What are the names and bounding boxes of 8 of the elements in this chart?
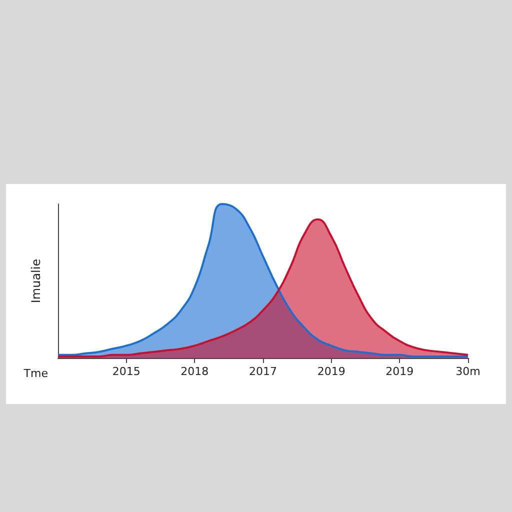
x-tick-label: 2015	[112, 365, 140, 378]
x-tick-label: 30m	[456, 365, 480, 378]
x-tick-label: 2019	[317, 365, 346, 378]
x-tick-label: 2019	[386, 365, 414, 378]
x-tick-label: 2018	[180, 365, 209, 378]
y-axis-title: Imualie	[29, 258, 43, 304]
x-axis-title: Tme	[22, 367, 48, 380]
x-tick-label: 2017	[249, 365, 277, 378]
